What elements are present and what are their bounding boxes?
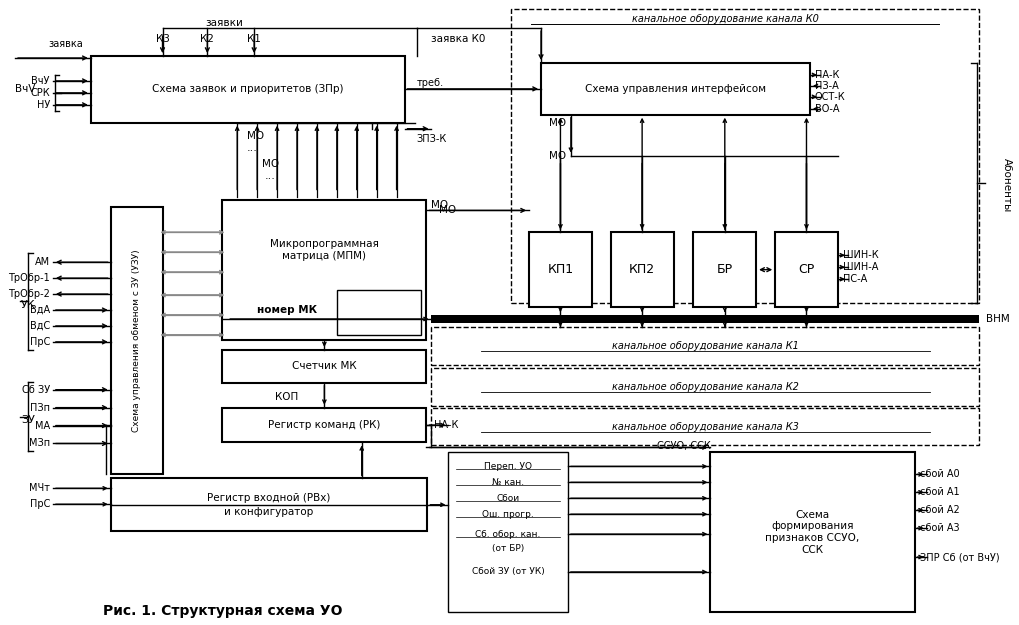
Text: СР: СР bbox=[798, 263, 814, 276]
Text: Сбой ЗУ (от УК): Сбой ЗУ (от УК) bbox=[472, 568, 544, 576]
Text: НУ: НУ bbox=[37, 100, 50, 110]
Text: КОП: КОП bbox=[275, 392, 299, 402]
Text: МЧт: МЧт bbox=[29, 483, 50, 493]
Text: ЗУ: ЗУ bbox=[21, 414, 35, 424]
Text: КП2: КП2 bbox=[629, 263, 655, 276]
Bar bbox=[610, 232, 674, 307]
Text: сбой А0: сбой А0 bbox=[919, 469, 959, 479]
Text: МО: МО bbox=[549, 118, 566, 127]
Text: ПЗ-А: ПЗ-А bbox=[815, 81, 839, 91]
Text: ТрОбр-1: ТрОбр-1 bbox=[8, 273, 50, 283]
Text: МО: МО bbox=[431, 201, 448, 211]
Text: МО: МО bbox=[549, 151, 567, 161]
Bar bbox=[222, 201, 427, 340]
Text: АМ: АМ bbox=[35, 258, 50, 268]
Text: ПС-А: ПС-А bbox=[843, 274, 867, 284]
Text: канальное оборудование канала К0: канальное оборудование канала К0 bbox=[632, 14, 818, 24]
Text: заявка К0: заявка К0 bbox=[431, 34, 486, 44]
Text: сбой А1: сбой А1 bbox=[919, 488, 959, 498]
Text: ШИН-А: ШИН-А bbox=[843, 262, 878, 272]
Bar bbox=[541, 63, 810, 115]
Text: ЗПР Сб (от ВчУ): ЗПР Сб (от ВчУ) bbox=[919, 552, 1000, 562]
Text: Регистр входной (РВх): Регистр входной (РВх) bbox=[208, 493, 331, 503]
Text: номер МК: номер МК bbox=[257, 305, 317, 315]
Text: МЗп: МЗп bbox=[29, 439, 50, 449]
Text: К1: К1 bbox=[248, 34, 261, 44]
Text: сбой А3: сбой А3 bbox=[919, 523, 959, 533]
Bar bbox=[512, 9, 979, 303]
Text: Абоненты: Абоненты bbox=[1003, 158, 1012, 212]
Text: Сб. обор. кан.: Сб. обор. кан. bbox=[476, 529, 541, 539]
Text: Рис. 1. Структурная схема УО: Рис. 1. Структурная схема УО bbox=[103, 604, 342, 618]
Bar bbox=[91, 56, 405, 122]
Text: заявка: заявка bbox=[49, 39, 84, 49]
Text: МО: МО bbox=[439, 206, 457, 216]
Text: Регистр команд (РК): Регистр команд (РК) bbox=[268, 420, 380, 430]
Text: сбой А2: сбой А2 bbox=[919, 505, 959, 515]
Text: треб.: треб. bbox=[417, 78, 443, 88]
Text: ПрС: ПрС bbox=[30, 499, 50, 509]
Bar bbox=[693, 232, 756, 307]
Text: ПА-К: ПА-К bbox=[815, 70, 840, 80]
Text: СРК: СРК bbox=[31, 88, 50, 98]
Bar bbox=[337, 290, 422, 335]
Text: К3: К3 bbox=[156, 34, 169, 44]
Text: ССУО, ССК: ССУО, ССК bbox=[656, 441, 710, 451]
Text: ВчУ: ВчУ bbox=[32, 76, 50, 86]
Text: канальное оборудование канала К2: канальное оборудование канала К2 bbox=[612, 382, 799, 392]
Text: МА: МА bbox=[35, 421, 50, 431]
Bar bbox=[111, 478, 428, 531]
Bar bbox=[222, 350, 427, 382]
Text: ОСТ-К: ОСТ-К bbox=[815, 92, 846, 102]
Text: № кан.: № кан. bbox=[492, 478, 524, 487]
Text: МО: МО bbox=[262, 159, 278, 169]
Text: и конфигуратор: и конфигуратор bbox=[224, 508, 314, 518]
Text: канальное оборудование канала К3: канальное оборудование канала К3 bbox=[612, 421, 799, 431]
Text: Схема управления обменом с ЗУ (УЗУ): Схема управления обменом с ЗУ (УЗУ) bbox=[132, 249, 141, 432]
Text: канальное оборудование канала К1: канальное оборудование канала К1 bbox=[612, 341, 799, 351]
Text: Ош. прогр.: Ош. прогр. bbox=[482, 510, 534, 519]
Text: ВНМ: ВНМ bbox=[986, 314, 1010, 324]
Text: Схема
формирования
признаков ССУО,
ССК: Схема формирования признаков ССУО, ССК bbox=[765, 510, 860, 554]
Text: ТрОбр-2: ТрОбр-2 bbox=[8, 289, 50, 299]
Text: К2: К2 bbox=[201, 34, 214, 44]
Bar bbox=[529, 232, 592, 307]
Bar bbox=[222, 408, 427, 442]
Text: ЗПЗ-К: ЗПЗ-К bbox=[417, 134, 446, 144]
Text: ...: ... bbox=[248, 142, 258, 152]
Text: Схема управления интерфейсом: Схема управления интерфейсом bbox=[585, 84, 766, 94]
Text: НА-К: НА-К bbox=[434, 419, 459, 429]
Text: заявки: заявки bbox=[206, 18, 244, 28]
Text: ВдС: ВдС bbox=[30, 321, 50, 331]
Bar bbox=[448, 452, 568, 612]
Text: УК: УК bbox=[21, 300, 36, 310]
Bar bbox=[431, 315, 979, 323]
Bar bbox=[775, 232, 838, 307]
Text: Переп. УО: Переп. УО bbox=[484, 462, 532, 471]
Bar bbox=[431, 408, 979, 446]
Text: ВО-А: ВО-А bbox=[815, 104, 840, 114]
Text: МО: МО bbox=[248, 131, 264, 141]
Bar bbox=[431, 368, 979, 406]
Text: Микропрограммная
матрица (МПМ): Микропрограммная матрица (МПМ) bbox=[270, 239, 379, 261]
Text: ПрС: ПрС bbox=[30, 337, 50, 347]
Text: ВчV: ВчV bbox=[15, 84, 36, 94]
Text: ВдА: ВдА bbox=[30, 305, 50, 315]
Bar bbox=[111, 208, 162, 474]
Text: Счетчик МК: Счетчик МК bbox=[292, 361, 357, 371]
Text: Схема заявок и приоритетов (ЗПр): Схема заявок и приоритетов (ЗПр) bbox=[152, 84, 343, 94]
Text: (от БР): (от БР) bbox=[492, 544, 525, 552]
Text: Сб ЗУ: Сб ЗУ bbox=[21, 385, 50, 395]
Bar bbox=[431, 327, 979, 365]
Text: ШИН-К: ШИН-К bbox=[843, 250, 878, 260]
Bar bbox=[710, 452, 915, 612]
Text: Сбои: Сбои bbox=[496, 494, 520, 502]
Text: ПЗп: ПЗп bbox=[30, 402, 50, 412]
Text: БР: БР bbox=[716, 263, 733, 276]
Text: ...: ... bbox=[265, 171, 275, 181]
Text: КП1: КП1 bbox=[547, 263, 574, 276]
